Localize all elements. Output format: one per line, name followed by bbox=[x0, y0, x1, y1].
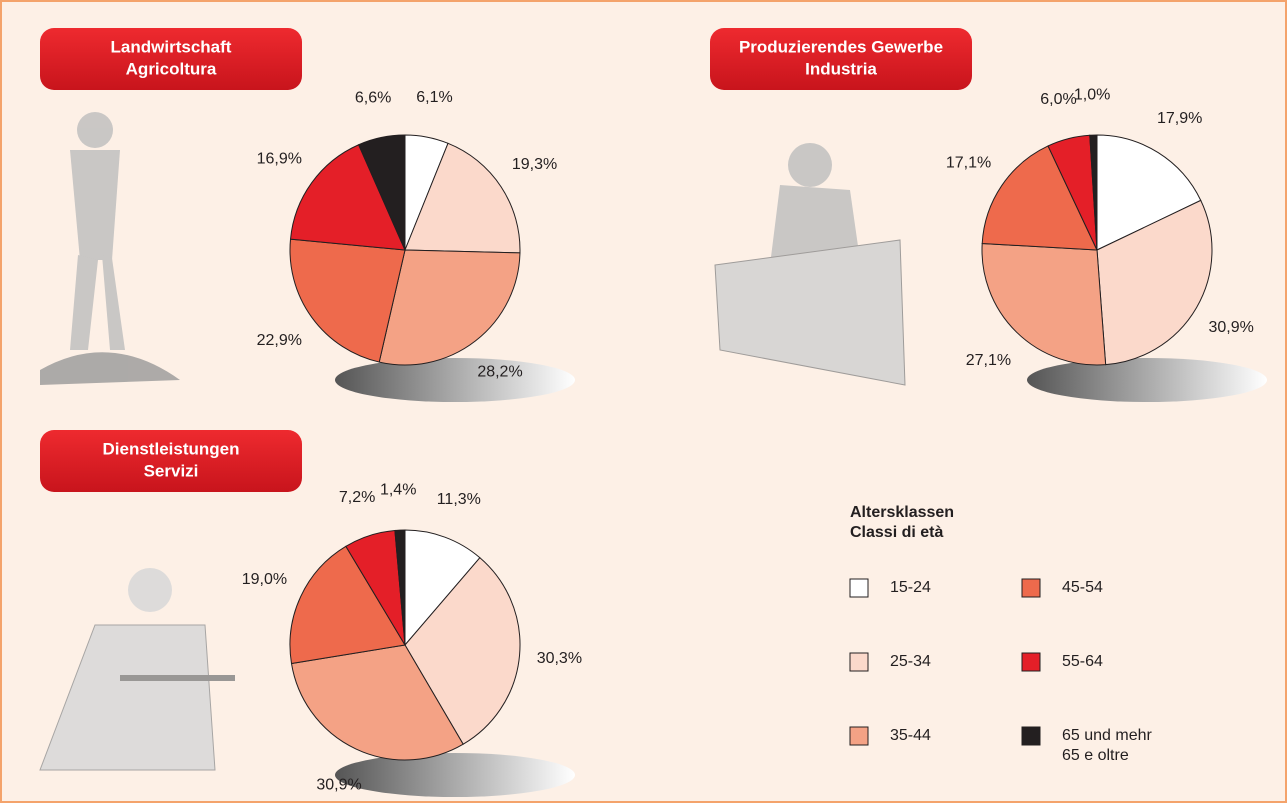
legend-swatch bbox=[1022, 653, 1040, 671]
legend-swatch bbox=[850, 653, 868, 671]
value-label: 7,2% bbox=[339, 489, 375, 506]
value-label: 17,9% bbox=[1157, 110, 1202, 127]
legend-swatch bbox=[850, 579, 868, 597]
legend-label: 15-24 bbox=[890, 579, 931, 596]
chart-title: Industria bbox=[805, 59, 877, 78]
legend-title: Classi di età bbox=[850, 524, 943, 541]
value-label: 30,3% bbox=[537, 650, 582, 667]
value-label: 17,1% bbox=[946, 154, 991, 171]
value-label: 22,9% bbox=[257, 332, 302, 349]
legend-label: 65 e oltre bbox=[1062, 747, 1129, 764]
value-label: 16,9% bbox=[257, 151, 302, 168]
value-label: 6,6% bbox=[355, 90, 391, 107]
value-label: 11,3% bbox=[437, 491, 481, 508]
chart-title: Agricoltura bbox=[126, 59, 217, 78]
shadow bbox=[335, 358, 575, 402]
value-label: 6,0% bbox=[1040, 91, 1076, 108]
legend-swatch bbox=[850, 727, 868, 745]
value-label: 19,0% bbox=[242, 571, 287, 588]
shadow bbox=[1027, 358, 1267, 402]
legend-label: 65 und mehr bbox=[1062, 727, 1153, 744]
chart-title: Landwirtschaft bbox=[111, 37, 232, 56]
value-label: 1,4% bbox=[380, 481, 416, 498]
shadow bbox=[335, 753, 575, 797]
value-label: 19,3% bbox=[512, 156, 557, 173]
value-label: 27,1% bbox=[966, 352, 1011, 369]
legend-label: 35-44 bbox=[890, 727, 931, 744]
legend-swatch bbox=[1022, 579, 1040, 597]
legend-swatch bbox=[1022, 727, 1040, 745]
chart-title: Produzierendes Gewerbe bbox=[739, 37, 943, 56]
legend-label: 45-54 bbox=[1062, 579, 1103, 596]
legend-title: Altersklassen bbox=[850, 504, 954, 521]
value-label: 28,2% bbox=[477, 364, 522, 381]
value-label: 30,9% bbox=[316, 776, 361, 793]
chart-title: Servizi bbox=[144, 461, 199, 480]
legend-label: 25-34 bbox=[890, 653, 931, 670]
value-label: 30,9% bbox=[1208, 319, 1253, 336]
chart: Altersklassen Classi di età 15-24 25-34 35-4… bbox=[0, 0, 1287, 803]
value-label: 6,1% bbox=[416, 89, 452, 106]
value-label: 1,0% bbox=[1074, 86, 1110, 103]
chart-title: Dienstleistungen bbox=[103, 439, 240, 458]
legend-label: 55-64 bbox=[1062, 653, 1103, 670]
